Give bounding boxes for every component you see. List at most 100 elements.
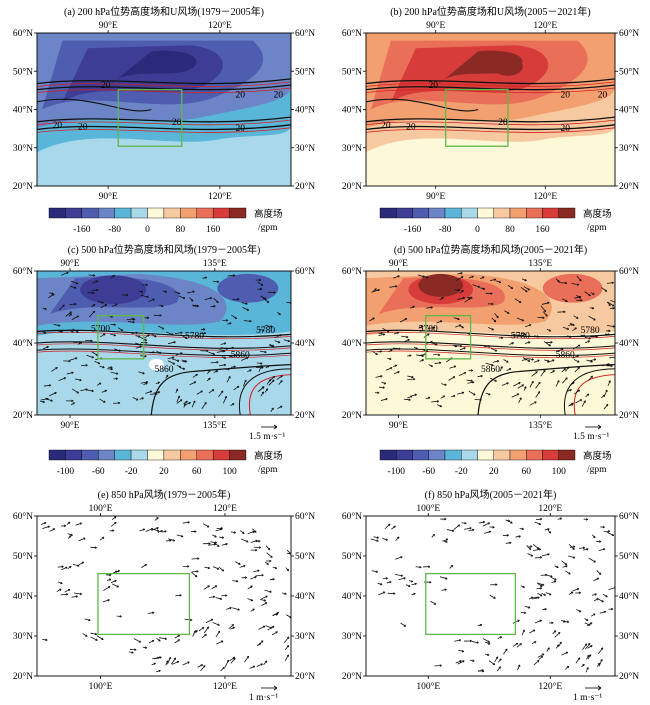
wind-vector-head: [577, 366, 580, 370]
contour-label: 5780: [581, 326, 600, 336]
wind-vector: [261, 595, 268, 600]
wind-vector-head: [536, 335, 539, 338]
wind-vector-head: [439, 404, 443, 408]
wind-vector-head: [541, 583, 545, 586]
wind-vector: [232, 607, 240, 611]
wind-vector-head: [534, 401, 537, 404]
wind-vector-head: [180, 352, 183, 355]
wind-vector: [478, 521, 485, 524]
colorbar-tick-label: 160: [206, 225, 221, 235]
wind-vector-head: [153, 662, 156, 666]
wind-vector-head: [564, 562, 568, 566]
wind-vector-head: [110, 366, 113, 369]
wind-vector: [578, 547, 585, 549]
wind-vector: [156, 350, 162, 354]
wind-vector: [534, 619, 542, 624]
wind-vector: [174, 332, 183, 335]
wind-vector-head: [457, 524, 461, 527]
wind-vector: [207, 369, 211, 374]
colorbar-swatch: [81, 449, 99, 461]
wind-vector: [205, 618, 214, 624]
wind-vector: [111, 583, 119, 588]
wind-vector-head: [507, 311, 510, 314]
wind-vector: [477, 375, 483, 378]
wind-vector: [606, 301, 611, 307]
lat-label-left: 60°N: [342, 266, 362, 277]
wind-vector-head: [66, 271, 69, 275]
wind-vector-head: [201, 626, 205, 630]
colorbar-title: 高度场: [254, 208, 283, 220]
wind-vector: [154, 517, 159, 521]
wind-vector-head: [471, 275, 474, 279]
wind-vector-head: [211, 389, 215, 392]
wind-vector-head: [254, 576, 257, 579]
wind-vector-head: [515, 642, 519, 646]
wind-vector: [490, 347, 498, 352]
wind-vector: [226, 376, 231, 383]
contour-label: 5780: [185, 332, 204, 342]
wind-vector: [141, 564, 147, 568]
wind-vector: [235, 561, 241, 565]
wind-vector-head: [217, 630, 221, 634]
wind-vector-head: [227, 367, 230, 371]
wind-vector-head: [116, 372, 119, 375]
wind-vector-head: [518, 334, 522, 337]
contour-label: 20: [172, 118, 182, 128]
wind-vector: [382, 577, 388, 580]
wind-vector-head: [565, 565, 568, 568]
wind-vector: [600, 394, 606, 399]
wind-vector-head: [204, 276, 208, 279]
colorbar-tick-label: -100: [388, 467, 406, 477]
wind-vector-head: [543, 593, 546, 596]
wind-vector-head: [222, 666, 225, 670]
u-wind-contour-red: [37, 81, 291, 87]
colorbar-tick-label: 60: [192, 467, 202, 477]
wind-vector-head: [269, 590, 272, 593]
wind-vector-head: [588, 337, 591, 340]
wind-vector-head: [250, 598, 254, 602]
wind-vector: [88, 274, 96, 276]
wind-vector: [541, 302, 550, 305]
wind-vector: [58, 304, 65, 311]
wind-vector: [147, 612, 155, 614]
wind-vector: [86, 354, 94, 359]
wind-vector-head: [232, 403, 235, 406]
wind-vector: [241, 302, 248, 305]
wind-vector: [139, 528, 145, 532]
wind-vector: [157, 325, 165, 330]
wind-vector-head: [508, 368, 512, 371]
wind-vector: [458, 372, 467, 377]
wind-vector: [573, 359, 580, 363]
wind-vector-head: [450, 564, 454, 568]
lat-label-right: 30°N: [295, 143, 315, 154]
wind-vector: [226, 607, 232, 610]
contour-label: 20: [235, 90, 245, 100]
panel-title: (b) 200 hPa位势高度场和U风场(2005－2021年): [390, 5, 591, 18]
wind-vector-head: [138, 335, 141, 338]
wind-vector-head: [232, 626, 235, 630]
wind-vector-head: [413, 377, 416, 381]
wind-vector-head: [565, 299, 568, 302]
u-wind-contour-red: [37, 87, 291, 94]
wind-vector: [243, 320, 252, 322]
wind-vector-head: [207, 585, 210, 588]
wind-vector: [156, 638, 161, 642]
wind-vector-head: [488, 392, 491, 396]
wind-vector-head: [565, 651, 569, 655]
wind-vector-head: [525, 289, 528, 293]
wind-vector: [534, 556, 542, 559]
wind-vector: [145, 390, 153, 394]
wind-vector-head: [428, 565, 431, 568]
wind-vector-head: [245, 302, 248, 305]
wind-vector: [572, 588, 580, 592]
wind-vector: [573, 315, 579, 319]
wind-vector-head: [126, 293, 129, 297]
panel-c: 5700 5780 5780 5860 5860 (c) 500 hPa位势高度场和风场(…: [36, 243, 292, 442]
wind-vector-head: [460, 271, 463, 275]
wind-vector: [211, 534, 217, 538]
wind-vector-head: [605, 389, 608, 393]
wind-vector: [284, 645, 290, 650]
wind-vector: [489, 377, 497, 382]
wind-vector: [111, 303, 118, 307]
contour-label: 5780: [256, 326, 275, 336]
